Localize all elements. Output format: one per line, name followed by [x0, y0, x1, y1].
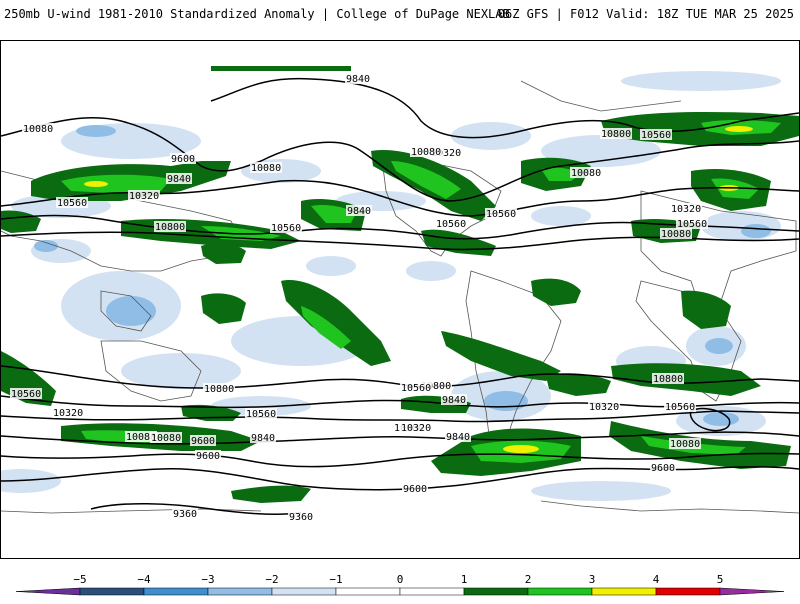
height-contours [1, 77, 799, 515]
contour-label: 9600 [191, 436, 215, 447]
contour-label: 9600 [196, 451, 220, 462]
colorbar-tick-label: −1 [329, 573, 342, 586]
contour-label: 9360 [173, 509, 197, 520]
contour-label: 10560 [436, 219, 466, 230]
contour-label: 10560 [677, 219, 707, 230]
contour-label: 10560 [271, 223, 301, 234]
colorbar-tick-label: 4 [653, 573, 660, 586]
colorbar-tick-label: 5 [717, 573, 724, 586]
contour-label: 10320 [589, 402, 619, 413]
colorbar-segment [79, 587, 145, 596]
contour-label: 10080 [23, 124, 53, 135]
header: 250mb U-wind 1981-2010 Standardized Anom… [0, 0, 800, 40]
contour-label: 10800 [601, 129, 631, 140]
map-title: 250mb U-wind 1981-2010 Standardized Anom… [4, 7, 510, 21]
contour-label: 9600 [171, 154, 195, 165]
contour-label: 10080 [661, 229, 691, 240]
contour-label: 9360 [289, 512, 313, 523]
colorbar: −5 −4 −3 −2 −1 0 1 2 3 4 5 [0, 558, 800, 600]
contour-label: 10080 [571, 168, 601, 179]
contour-label: 10560 [11, 389, 41, 400]
colorbar-segment [591, 587, 657, 596]
colorbar-max-arrow [719, 587, 785, 596]
moderate-negative-anomaly-areas [34, 125, 771, 426]
contour-label: 9840 [446, 432, 470, 443]
contour-label: 9840 [347, 206, 371, 217]
contour-label: 10560 [486, 209, 516, 220]
contour-label: 10800 [653, 374, 683, 385]
contour-label: 9840 [442, 395, 466, 406]
contour-label: 10800 [421, 381, 451, 392]
colorbar-tick-label: 0 [397, 573, 404, 586]
contour-label: 10560 [641, 130, 671, 141]
colorbar-tick-label: −2 [265, 573, 278, 586]
colorbar-tick-label: 2 [525, 573, 532, 586]
coastlines [1, 80, 799, 514]
contour-label: 9840 [251, 433, 275, 444]
contour-label: 10560 [401, 383, 431, 394]
contour-label: 10560 [665, 402, 695, 413]
colorbar-segment [655, 587, 721, 596]
contour-label: 10560 [57, 198, 87, 209]
colorbar-tick-label: −5 [73, 573, 86, 586]
colorbar-ramp: −5 −4 −3 −2 −1 0 1 2 3 4 5 [15, 573, 785, 596]
contour-label: 10080 [126, 432, 156, 443]
colorbar-segment [207, 587, 273, 596]
contour-label: 10080 [411, 147, 441, 158]
colorbar-tick-label: 1 [461, 573, 468, 586]
colorbar-min-arrow [15, 587, 81, 596]
contour-label: 10320 [401, 423, 431, 434]
contour-label: 10080 [251, 163, 281, 174]
contour-label: 10800 [721, 41, 751, 44]
contour-label: 10320 [671, 204, 701, 215]
map-panel: 9840 10080 9600 9840 10320 10560 10080 10800 105… [0, 40, 800, 559]
colorbar-tick-label: −3 [201, 573, 214, 586]
colorbar-tick-label: −4 [137, 573, 151, 586]
contour-label: 10080 [670, 439, 700, 450]
contour-label: 9600 [403, 484, 427, 495]
contour-label: 10560 [246, 409, 276, 420]
contour-label: 10800 [155, 222, 185, 233]
colorbar-tick-label: 3 [589, 573, 596, 586]
very-strong-positive-anomaly-areas [84, 126, 753, 453]
contour-label: 10800 [204, 384, 234, 395]
colorbar-segment [143, 587, 209, 596]
contour-label: 10320 [129, 191, 159, 202]
contour-label: 9840 [167, 174, 191, 185]
run-info: 06Z GFS | F012 Valid: 18Z TUE MAR 25 202… [497, 7, 794, 21]
contour-label: 9600 [651, 463, 675, 474]
colorbar-segment [527, 587, 593, 596]
contour-label: 10080 [151, 433, 181, 444]
colorbar-segment [463, 587, 529, 596]
contour-label: 10320 [53, 408, 83, 419]
colorbar-segment [335, 587, 401, 596]
colorbar-segment [399, 587, 465, 596]
contour-label: 9840 [346, 74, 370, 85]
colorbar-segment [271, 587, 337, 596]
contour-label: 10320 [431, 148, 461, 159]
